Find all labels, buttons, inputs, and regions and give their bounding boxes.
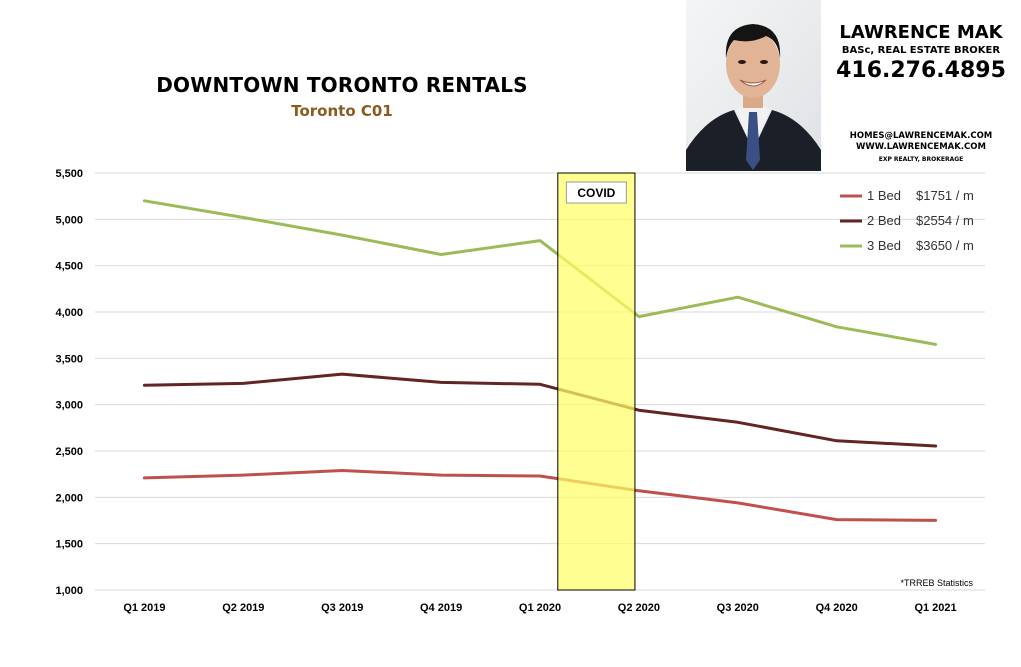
agent-phone: 416.276.4895 xyxy=(836,58,1006,83)
x-tick-label: Q3 2019 xyxy=(321,602,363,614)
x-tick-label: Q4 2019 xyxy=(420,602,462,614)
x-tick-label: Q4 2020 xyxy=(816,602,858,614)
y-tick-label: 2,500 xyxy=(55,446,83,458)
legend-series-value: $1751 / m xyxy=(916,188,974,203)
series-line-1-bed xyxy=(142,469,938,522)
y-tick-label: 4,500 xyxy=(55,261,83,273)
agent-photo-image xyxy=(686,0,821,171)
source-note: *TRREB Statistics xyxy=(900,578,973,588)
x-tick-label: Q3 2020 xyxy=(717,602,759,614)
covid-band xyxy=(557,172,636,591)
legend: 1 Bed $1751 / m 2 Bed $2554 / m 3 Bed $3650 /… xyxy=(840,188,974,253)
y-tick-label: 1,000 xyxy=(55,585,83,597)
series-layer xyxy=(142,199,938,522)
x-tick-label: Q1 2021 xyxy=(914,602,956,614)
y-tick-label: 2,000 xyxy=(55,492,83,504)
y-tick-label: 5,000 xyxy=(55,214,83,226)
x-tick-label: Q2 2019 xyxy=(222,602,264,614)
legend-series-name: 1 Bed xyxy=(867,188,901,203)
covid-label: COVID xyxy=(577,186,615,200)
series-line-3-bed xyxy=(142,199,938,346)
chart-subtitle: Toronto C01 xyxy=(291,102,393,120)
series-line-2-bed xyxy=(142,372,938,448)
agent-email: HOMES@LAWRENCEMAK.COM xyxy=(849,131,993,141)
covid-label-box xyxy=(565,181,627,204)
y-tick-label: 3,000 xyxy=(55,400,83,412)
agent-brokerage: EXP REALTY, BROKERAGE xyxy=(878,156,964,163)
y-tick-label: 5,500 xyxy=(55,168,83,180)
agent-name: LAWRENCE MAK xyxy=(839,22,1003,43)
legend-series-value: $3650 / m xyxy=(916,238,974,253)
x-tick-label: Q1 2020 xyxy=(519,602,561,614)
chart-title: DOWNTOWN TORONTO RENTALS xyxy=(156,73,528,97)
agent-title: BASc, REAL ESTATE BROKER xyxy=(841,45,1001,56)
legend-series-value: $2554 / m xyxy=(916,213,974,228)
y-tick-label: 4,000 xyxy=(55,307,83,319)
y-tick-label: 3,500 xyxy=(55,353,83,365)
agent-website: WWW.LAWRENCEMAK.COM xyxy=(856,142,986,152)
legend-series-name: 3 Bed xyxy=(867,238,901,253)
x-tick-label: Q1 2019 xyxy=(123,602,165,614)
grid-lines xyxy=(95,172,985,591)
x-tick-label: Q2 2020 xyxy=(618,602,660,614)
agent-photo xyxy=(686,0,821,171)
legend-series-name: 2 Bed xyxy=(867,213,901,228)
axis-labels: 1,000 1,500 2,000 2,500 3,000 3,500 4,000 4,500… xyxy=(55,168,956,614)
y-tick-label: 1,500 xyxy=(55,539,83,551)
covid-band-layer: COVID xyxy=(557,172,636,591)
